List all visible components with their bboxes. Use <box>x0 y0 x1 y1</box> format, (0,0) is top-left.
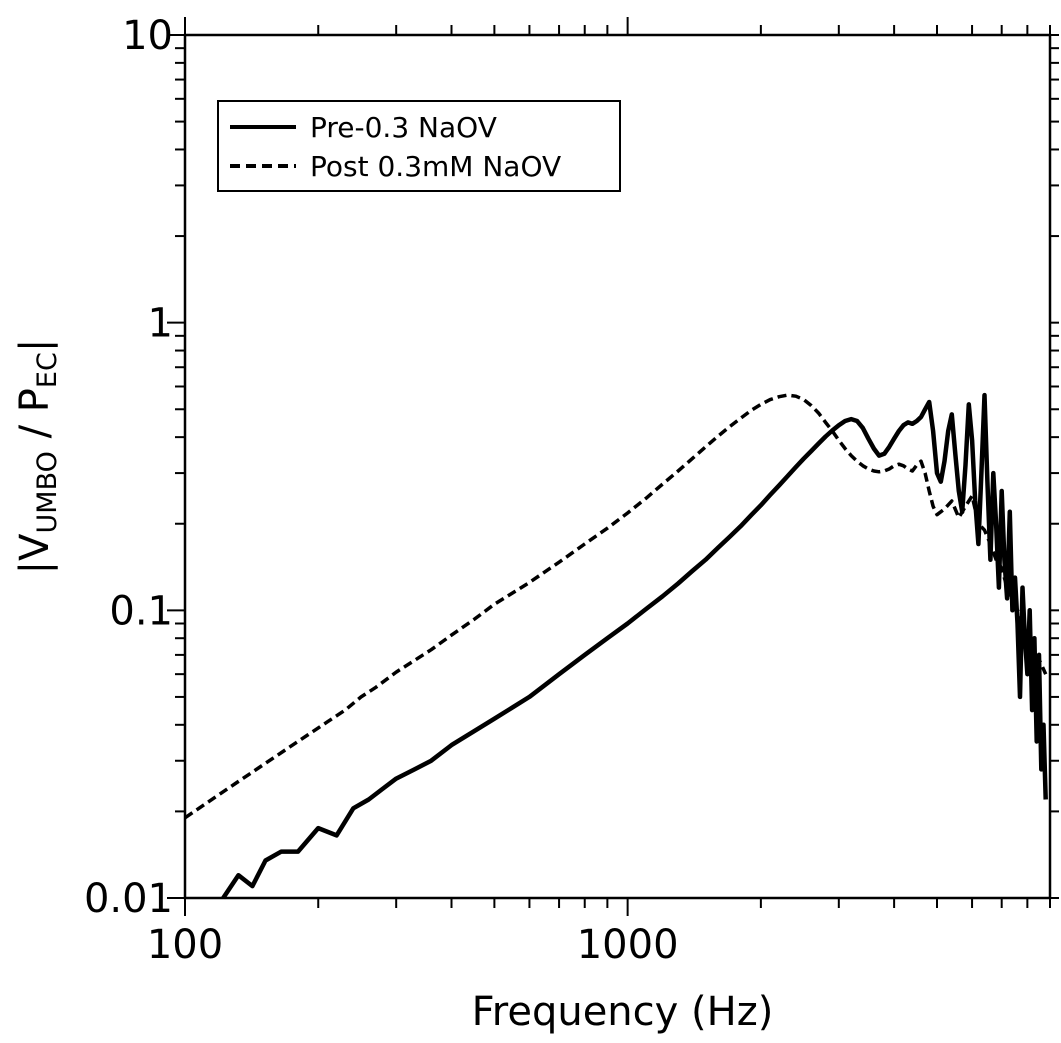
y-axis-title-suffix: | <box>12 339 58 352</box>
x-axis-title: Frequency (Hz) <box>472 989 774 1035</box>
axis-ticks <box>167 17 1059 916</box>
legend: Pre-0.3 NaOV Post 0.3mM NaOV <box>217 100 621 192</box>
legend-label-pre: Pre-0.3 NaOV <box>310 111 497 144</box>
y-tick-label: 0.1 <box>109 588 173 634</box>
x-tick-label: 1000 <box>577 922 679 968</box>
series-line-0 <box>221 392 1048 900</box>
y-axis-title-middle: / P <box>12 388 58 451</box>
series-layer <box>184 392 1048 900</box>
series-line-1 <box>184 393 1048 820</box>
tick-labels: 100 1000 10 1 0.1 0.01 <box>84 13 679 968</box>
y-axis-title-sub2: EC <box>32 352 63 388</box>
y-tick-label: 10 <box>122 13 173 59</box>
y-axis-title: |VUMBO / PEC| <box>12 339 63 575</box>
y-axis-title-sub1: UMBO <box>32 451 63 533</box>
x-tick-label: 100 <box>147 922 223 968</box>
legend-box <box>217 100 621 192</box>
legend-label-post: Post 0.3mM NaOV <box>310 150 561 183</box>
y-tick-label: 0.01 <box>84 876 173 922</box>
y-tick-label: 1 <box>148 301 173 347</box>
plot-frame <box>183 33 1052 900</box>
y-axis-title-prefix: |V <box>12 533 58 574</box>
